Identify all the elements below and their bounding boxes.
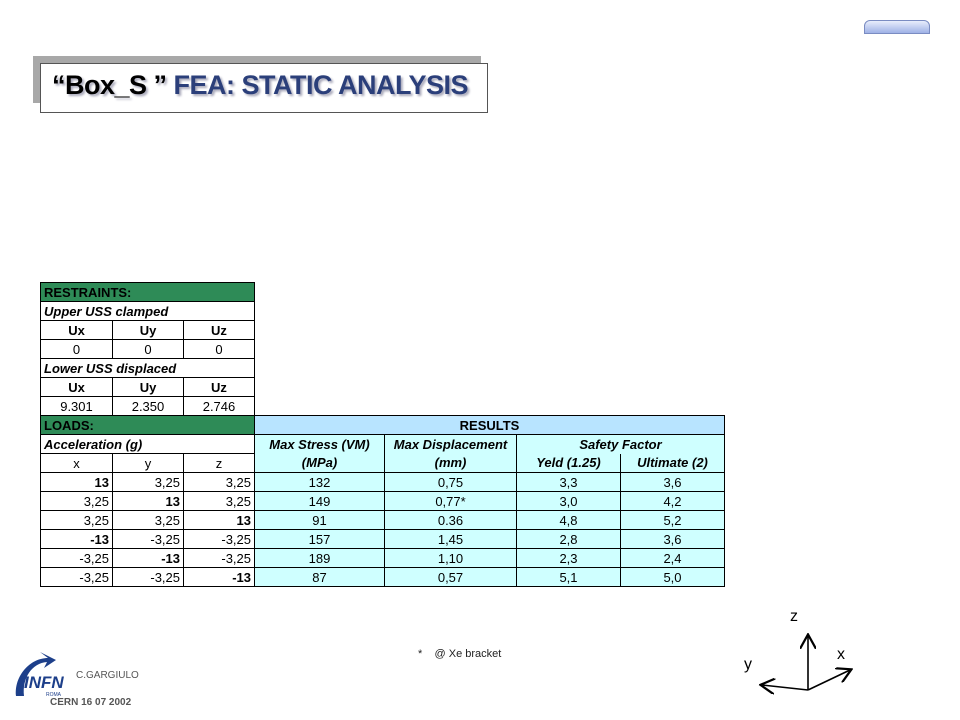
cell-x: -3,25: [40, 548, 113, 568]
cell-ult: 3,6: [620, 529, 725, 549]
cell-stress: 132: [254, 472, 385, 492]
cell-z: -3,25: [183, 548, 255, 568]
restraints-header: RESTRAINTS:: [40, 282, 255, 302]
cell-z: -3,25: [183, 529, 255, 549]
lower-uz-value: 2.746: [183, 396, 255, 416]
cell-disp: 1,10: [384, 548, 517, 568]
cell-yeld: 2,8: [516, 529, 621, 549]
table-row: -13 -3,25 -3,25 157 1,45 2,8 3,6: [40, 529, 725, 549]
cell-stress: 157: [254, 529, 385, 549]
cell-y: -13: [112, 548, 184, 568]
date: CERN 16 07 2002: [50, 697, 132, 708]
load-y-header: y: [112, 453, 184, 473]
disp-header-1: Max Displacement: [384, 434, 517, 454]
table-row: 13 3,25 3,25 132 0,75 3,3 3,6: [40, 472, 725, 492]
cell-y: 13: [112, 491, 184, 511]
cell-yeld: 2,3: [516, 548, 621, 568]
loads-header: LOADS:: [40, 415, 255, 435]
lower-uy-header: Uy: [112, 377, 184, 397]
corner-badge: [864, 20, 930, 34]
cell-y: 3,25: [112, 472, 184, 492]
table-row: -3,25 -13 -3,25 189 1,10 2,3 2,4: [40, 548, 725, 568]
yeld-header: Yeld (1.25): [516, 453, 621, 473]
cell-x: 13: [40, 472, 113, 492]
disp-header-2: (mm): [384, 453, 517, 473]
cell-disp: 0,77*: [384, 491, 517, 511]
lower-uss-label: Lower USS displaced: [40, 358, 255, 378]
cell-y: -3,25: [112, 567, 184, 587]
results-header: RESULTS: [254, 415, 725, 435]
cell-ult: 5,0: [620, 567, 725, 587]
axis-x-label: x: [837, 646, 845, 663]
lower-ux-value: 9.301: [40, 396, 113, 416]
infn-logo-icon: INFN ROMA: [15, 652, 64, 698]
fea-table: RESTRAINTS: Upper USS clamped Ux Uy Uz 0…: [40, 282, 725, 587]
upper-ux-value: 0: [40, 339, 113, 359]
cell-yeld: 3,0: [516, 491, 621, 511]
cell-x: -3,25: [40, 567, 113, 587]
cell-x: 3,25: [40, 491, 113, 511]
stress-header-1: Max Stress (VM): [254, 434, 385, 454]
load-x-header: x: [40, 453, 113, 473]
lower-uz-header: Uz: [183, 377, 255, 397]
lower-ux-header: Ux: [40, 377, 113, 397]
title-quoted-name: “Box_S ”: [52, 70, 167, 100]
infn-logo-sub: ROMA: [46, 692, 62, 698]
cell-disp: 0.36: [384, 510, 517, 530]
cell-ult: 3,6: [620, 472, 725, 492]
upper-uy-value: 0: [112, 339, 184, 359]
cell-z: 3,25: [183, 491, 255, 511]
footnote: * @ Xe bracket: [418, 648, 502, 660]
cell-yeld: 3,3: [516, 472, 621, 492]
acceleration-label: Acceleration (g): [40, 434, 255, 454]
cell-disp: 0,75: [384, 472, 517, 492]
infn-logo-text: INFN: [24, 673, 64, 692]
title-rest: FEA: STATIC ANALYSIS: [166, 70, 469, 100]
cell-stress: 149: [254, 491, 385, 511]
table-row: -3,25 -3,25 -13 87 0,57 5,1 5,0: [40, 567, 725, 587]
stress-header-2: (MPa): [254, 453, 385, 473]
cell-y: -3,25: [112, 529, 184, 549]
cell-ult: 4,2: [620, 491, 725, 511]
title-box: [40, 63, 488, 113]
axes-arrows-icon: [720, 600, 880, 710]
upper-uy-header: Uy: [112, 320, 184, 340]
results-rows: 13 3,25 3,25 132 0,75 3,3 3,6 3,25 13 3,25 149 0,77…: [40, 472, 725, 587]
upper-uz-header: Uz: [183, 320, 255, 340]
cell-z: -13: [183, 567, 255, 587]
axis-y-label: y: [744, 656, 752, 673]
table-row: 3,25 13 3,25 149 0,77* 3,0 4,2: [40, 491, 725, 511]
slide-title: “Box_S ” FEA: STATIC ANALYSIS: [52, 70, 469, 101]
upper-uss-label: Upper USS clamped: [40, 301, 255, 321]
cell-y: 3,25: [112, 510, 184, 530]
ultimate-header: Ultimate (2): [620, 453, 725, 473]
load-z-header: z: [183, 453, 255, 473]
upper-uz-value: 0: [183, 339, 255, 359]
upper-ux-header: Ux: [40, 320, 113, 340]
cell-ult: 2,4: [620, 548, 725, 568]
cell-z: 13: [183, 510, 255, 530]
author: C.GARGIULO: [76, 670, 139, 681]
table-row: 3,25 3,25 13 91 0.36 4,8 5,2: [40, 510, 725, 530]
axis-z-label: z: [790, 608, 798, 625]
cell-x: 3,25: [40, 510, 113, 530]
safety-factor-header: Safety Factor: [516, 434, 725, 454]
cell-z: 3,25: [183, 472, 255, 492]
cell-ult: 5,2: [620, 510, 725, 530]
cell-stress: 189: [254, 548, 385, 568]
cell-disp: 1,45: [384, 529, 517, 549]
coordinate-axes: z x y: [720, 600, 880, 710]
cell-yeld: 4,8: [516, 510, 621, 530]
cell-x: -13: [40, 529, 113, 549]
lower-uy-value: 2.350: [112, 396, 184, 416]
cell-stress: 87: [254, 567, 385, 587]
cell-stress: 91: [254, 510, 385, 530]
cell-yeld: 5,1: [516, 567, 621, 587]
cell-disp: 0,57: [384, 567, 517, 587]
